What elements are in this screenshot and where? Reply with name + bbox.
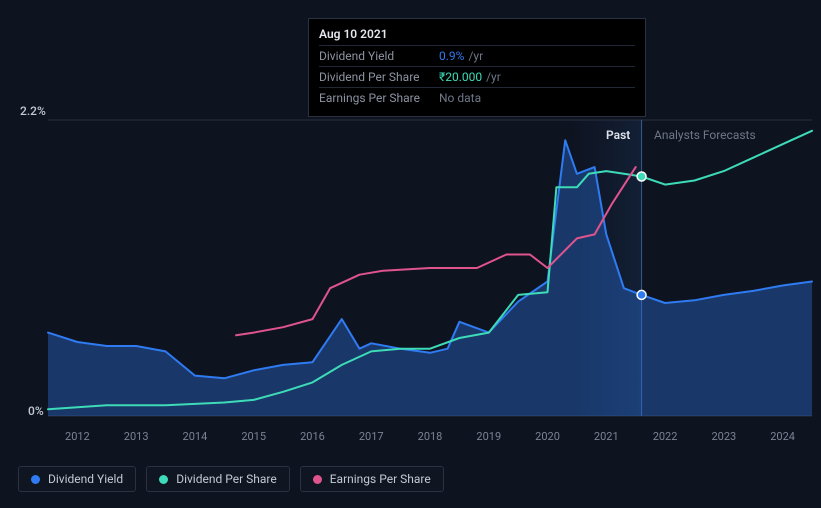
legend-label: Dividend Yield xyxy=(48,472,123,486)
hover-tooltip: Aug 10 2021 Dividend Yield 0.9% /yr Divid… xyxy=(308,18,646,117)
legend-item-dividend-per-share[interactable]: Dividend Per Share xyxy=(146,466,290,492)
tooltip-suffix: /yr xyxy=(486,70,501,84)
x-tick-label: 2021 xyxy=(594,430,619,443)
x-tick-label: 2017 xyxy=(359,430,384,443)
legend-dot-icon xyxy=(31,475,40,484)
tooltip-row: Dividend Per Share ₹20.000/yr xyxy=(319,66,635,87)
x-tick-label: 2018 xyxy=(418,430,443,443)
legend-item-dividend-yield[interactable]: Dividend Yield xyxy=(18,466,136,492)
tooltip-value: No data xyxy=(439,91,481,105)
x-tick-label: 2016 xyxy=(300,430,325,443)
tooltip-value: 0.9% xyxy=(439,49,464,63)
chart-area[interactable] xyxy=(18,100,818,450)
x-tick-label: 2019 xyxy=(476,430,501,443)
x-tick-label: 2013 xyxy=(124,430,149,443)
tooltip-suffix: /yr xyxy=(468,49,483,63)
tooltip-label: Earnings Per Share xyxy=(319,91,439,105)
forecast-label: Analysts Forecasts xyxy=(654,128,756,142)
x-tick-label: 2022 xyxy=(653,430,678,443)
x-tick-label: 2024 xyxy=(770,430,795,443)
legend-label: Earnings Per Share xyxy=(330,472,431,486)
chart-legend: Dividend Yield Dividend Per Share Earnin… xyxy=(18,466,444,492)
line-chart-svg xyxy=(18,100,818,420)
legend-label: Dividend Per Share xyxy=(176,472,277,486)
x-tick-label: 2020 xyxy=(535,430,560,443)
legend-dot-icon xyxy=(159,475,168,484)
x-tick-label: 2023 xyxy=(711,430,736,443)
x-tick-label: 2015 xyxy=(241,430,266,443)
tooltip-value: ₹20.000 xyxy=(439,70,482,84)
legend-dot-icon xyxy=(313,475,322,484)
tooltip-row: Earnings Per Share No data xyxy=(319,87,635,108)
tooltip-date: Aug 10 2021 xyxy=(319,27,635,41)
tooltip-row: Dividend Yield 0.9% /yr xyxy=(319,45,635,66)
past-label: Past xyxy=(606,128,630,142)
x-tick-label: 2012 xyxy=(65,430,90,443)
x-tick-label: 2014 xyxy=(183,430,208,443)
x-axis-ticks: 2012 2013 2014 2015 2016 2017 2018 2019 2020 2021… xyxy=(18,430,818,446)
tooltip-label: Dividend Yield xyxy=(319,49,439,63)
legend-item-earnings-per-share[interactable]: Earnings Per Share xyxy=(300,466,444,492)
tooltip-label: Dividend Per Share xyxy=(319,70,439,84)
